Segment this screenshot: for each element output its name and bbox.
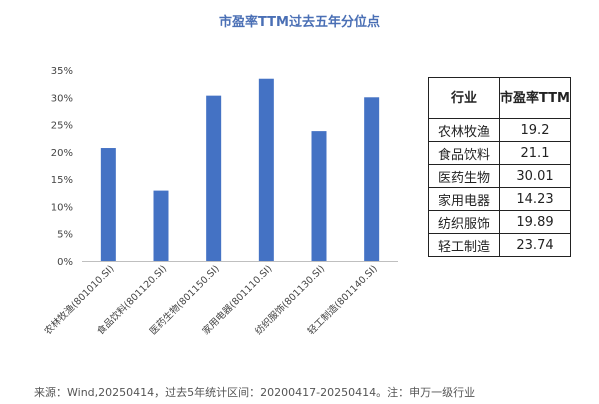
table-cell-industry: 轻工制造: [428, 233, 500, 257]
table-cell-industry: 纺织服饰: [428, 210, 500, 234]
y-tick-label: 25%: [51, 121, 73, 132]
x-axis: 农林牧渔(801010.SI)食品饮料(801120.SI)医药生物(80115…: [42, 261, 398, 337]
table-cell-pe: 19.2: [499, 118, 571, 142]
table-row: 家用电器 14.23: [428, 187, 571, 211]
table-cell-pe: 19.89: [499, 210, 571, 234]
y-tick-label: 35%: [51, 66, 73, 77]
table-header-row: 行业 市盈率TTM: [428, 77, 571, 119]
source-note: 来源：Wind,20250414，过去5年统计区间：20200417-20250…: [34, 386, 476, 399]
table-cell-pe: 21.1: [499, 141, 571, 165]
table-cell-pe: 30.01: [499, 164, 571, 188]
pe-ttm-table: 行业 市盈率TTM 农林牧渔 19.2 食品饮料 21.1 医药生物 30.01…: [428, 77, 571, 257]
y-tick-label: 5%: [57, 230, 73, 241]
bar: [206, 95, 222, 261]
bar: [311, 131, 327, 261]
y-tick-label: 15%: [51, 175, 73, 186]
bar: [153, 190, 169, 261]
y-tick-label: 30%: [51, 93, 73, 104]
y-tick-label: 20%: [51, 148, 73, 159]
table-row: 纺织服饰 19.89: [428, 210, 571, 234]
bar: [364, 97, 380, 262]
table-row: 医药生物 30.01: [428, 164, 571, 188]
y-axis: 0% 5% 10% 15% 20% 25% 30% 35%: [51, 66, 73, 268]
y-tick-label: 10%: [51, 202, 73, 213]
bar: [258, 78, 274, 261]
table-cell-industry: 农林牧渔: [428, 118, 500, 142]
chart-title: 市盈率TTM过去五年分位点: [219, 15, 380, 30]
bar: [100, 148, 116, 261]
table-cell-industry: 家用电器: [428, 187, 500, 211]
table-row: 农林牧渔 19.2: [428, 118, 571, 142]
bars: [100, 78, 380, 262]
table-cell-industry: 食品饮料: [428, 141, 500, 165]
table-row: 轻工制造 23.74: [428, 233, 571, 257]
table-cell-pe: 14.23: [499, 187, 571, 211]
table-header-pe: 市盈率TTM: [499, 77, 571, 119]
table-row: 食品饮料 21.1: [428, 141, 571, 165]
y-tick-label: 0%: [57, 257, 73, 268]
table-cell-industry: 医药生物: [428, 164, 500, 188]
table-header-industry: 行业: [428, 77, 500, 119]
table-cell-pe: 23.74: [499, 233, 571, 257]
